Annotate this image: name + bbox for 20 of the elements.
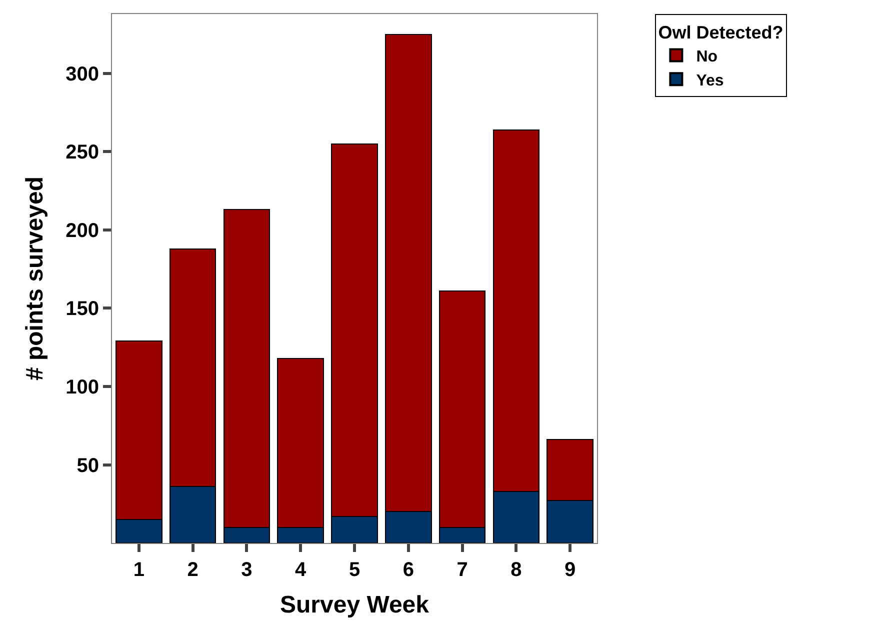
x-axis-title: Survey Week — [280, 591, 430, 618]
y-tick-label: 100 — [66, 376, 99, 398]
x-tick-label: 9 — [564, 559, 576, 581]
legend-label: Yes — [696, 72, 724, 90]
y-tick-label: 50 — [76, 454, 99, 477]
y-tick-label: 150 — [66, 298, 99, 320]
y-tick-label: 200 — [66, 220, 99, 242]
x-tick-label: 4 — [295, 559, 308, 581]
x-tick-label: 6 — [402, 559, 414, 581]
legend-title: Owl Detected? — [658, 22, 784, 42]
y-tick-label: 300 — [66, 63, 99, 86]
x-tick-label: 7 — [456, 559, 468, 581]
x-tick-label: 1 — [133, 559, 145, 581]
x-tick-label: 2 — [187, 559, 198, 581]
y-axis-title: # points surveyed — [22, 176, 49, 381]
x-tick-label: 5 — [348, 559, 360, 581]
x-tick-label: 3 — [241, 559, 252, 581]
x-tick-label: 8 — [510, 559, 522, 581]
legend-label: No — [696, 48, 718, 66]
y-tick-label: 250 — [66, 142, 99, 164]
